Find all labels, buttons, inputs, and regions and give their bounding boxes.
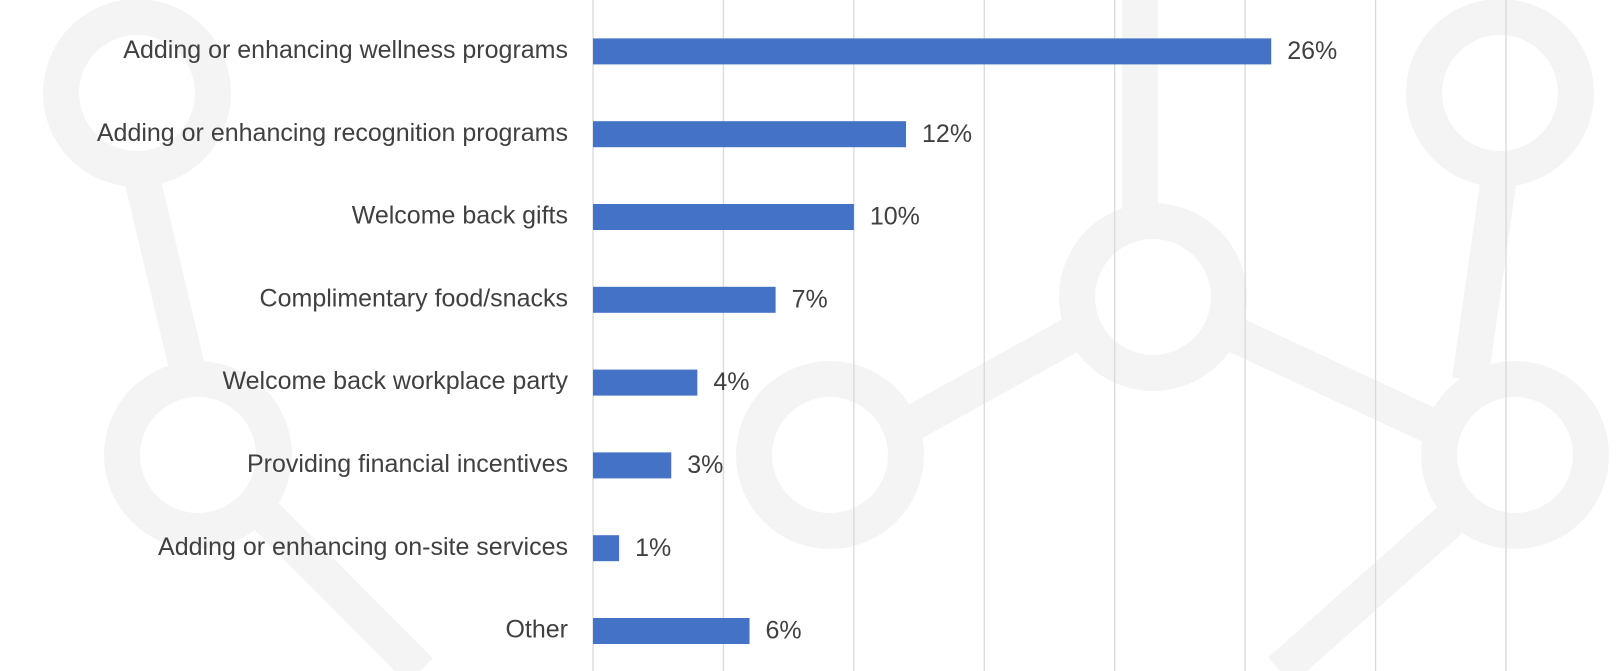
data-label: 10% [870, 203, 920, 231]
category-label: Welcome back workplace party [222, 367, 568, 395]
category-label: Welcome back gifts [352, 202, 568, 230]
category-label: Adding or enhancing wellness programs [123, 36, 568, 64]
data-label: 3% [687, 451, 723, 479]
category-label: Adding or enhancing on-site services [158, 533, 568, 561]
bar [593, 204, 854, 230]
data-label: 4% [713, 368, 749, 396]
data-label: 1% [635, 534, 671, 562]
bar [593, 618, 750, 644]
category-label: Complimentary food/snacks [260, 284, 568, 312]
bar [593, 38, 1272, 65]
data-label: 6% [766, 617, 802, 645]
bar [593, 286, 776, 313]
bar [593, 369, 698, 396]
data-label: 26% [1287, 37, 1337, 65]
bar [593, 121, 907, 148]
data-label: 12% [922, 120, 972, 148]
background-decoration [43, 0, 1609, 671]
bar [593, 535, 620, 562]
bar [593, 452, 672, 479]
category-label: Adding or enhancing recognition programs [97, 119, 568, 147]
data-label: 7% [792, 285, 828, 313]
category-label: Other [505, 616, 568, 644]
category-label: Providing financial incentives [247, 450, 568, 478]
